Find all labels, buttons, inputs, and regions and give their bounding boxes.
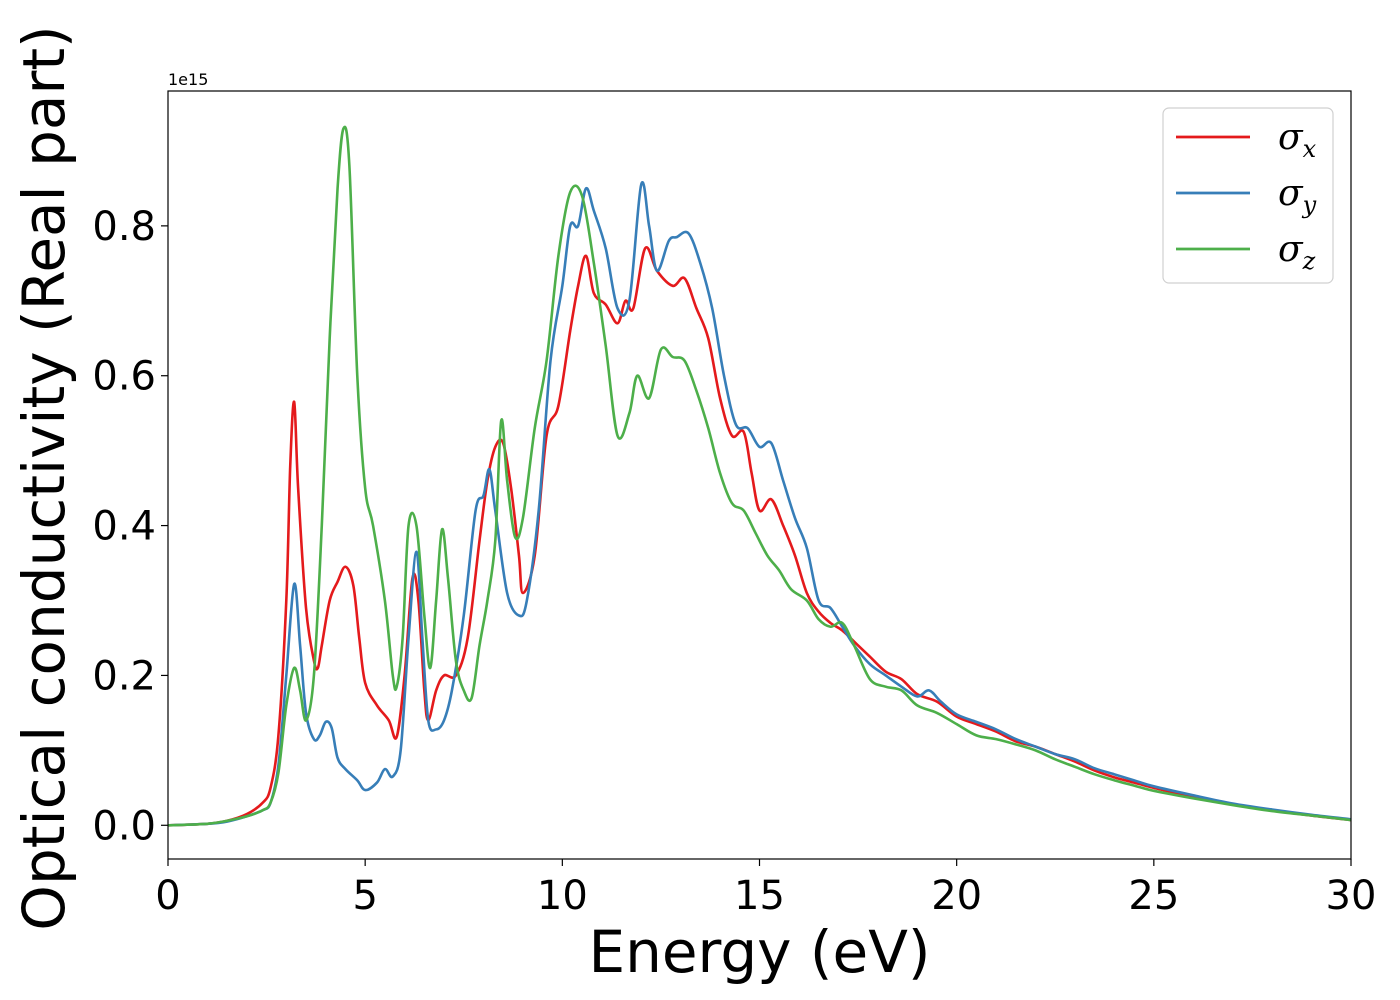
series-line-x [168,245,1351,827]
legend-label-z: σz [1278,229,1316,275]
series-line-z [168,125,1351,827]
x-tick-label: 25 [1128,873,1179,919]
legend-label-x: σx [1278,117,1317,163]
series-layer [168,125,1351,827]
y-tick-label: 0.8 [92,204,156,250]
y-axis: 0.0 0.2 0.4 0.6 0.8 [92,204,168,849]
legend-subscript: y [1302,191,1317,219]
y-tick-label: 0.6 [92,354,156,400]
x-tick-label: 5 [352,873,377,919]
x-tick-label: 0 [155,873,180,919]
y-axis-label: Optical conductivity (Real part) [10,25,78,930]
x-axis-label: Energy (eV) [588,918,930,986]
legend-symbol: σ [1278,229,1304,270]
legend-label-y: σy [1278,173,1317,219]
y-offset-text: 1e15 [168,70,208,89]
legend-subscript: z [1302,247,1316,275]
x-tick-label: 15 [734,873,785,919]
series-line-y [168,181,1351,827]
x-tick-label: 10 [537,873,588,919]
y-tick-label: 0.4 [92,504,156,550]
x-tick-label: 20 [931,873,982,919]
legend-box [1162,107,1334,284]
x-tick-label: 30 [1326,873,1377,919]
y-tick-label: 0.2 [92,653,156,699]
y-tick-label: 0.0 [92,803,156,849]
x-axis: 0 5 10 15 20 25 30 [155,859,1376,919]
legend-subscript: x [1303,135,1317,163]
legend-symbol: σ [1278,117,1304,158]
legend-symbol: σ [1278,173,1304,214]
